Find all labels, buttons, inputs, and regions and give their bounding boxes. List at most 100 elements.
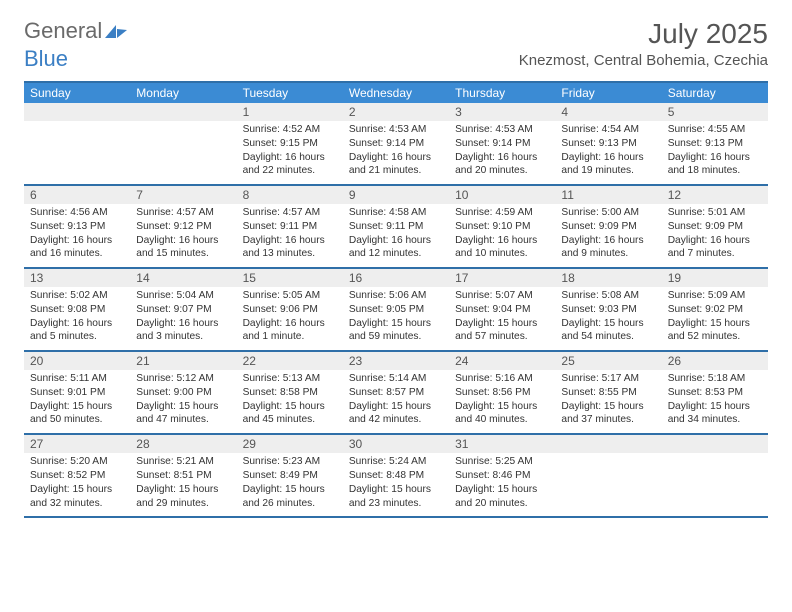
day-line: and 16 minutes. bbox=[30, 247, 124, 261]
day-line: Sunset: 9:11 PM bbox=[243, 220, 337, 234]
day-line: Sunset: 8:53 PM bbox=[668, 386, 762, 400]
day-line: Sunset: 9:14 PM bbox=[349, 137, 443, 151]
day-number: 19 bbox=[662, 269, 768, 287]
day-number: 28 bbox=[130, 435, 236, 453]
day-line: Sunset: 9:01 PM bbox=[30, 386, 124, 400]
day-line: and 57 minutes. bbox=[455, 330, 549, 344]
day-line: Sunset: 9:09 PM bbox=[561, 220, 655, 234]
day-line: Daylight: 15 hours bbox=[136, 483, 230, 497]
daynum-strip: 6789101112 bbox=[24, 186, 768, 204]
day-number: 4 bbox=[555, 103, 661, 121]
dow-row: SundayMondayTuesdayWednesdayThursdayFrid… bbox=[24, 83, 768, 103]
day-cell: Sunrise: 5:20 AMSunset: 8:52 PMDaylight:… bbox=[24, 453, 130, 516]
week-row: 2728293031Sunrise: 5:20 AMSunset: 8:52 P… bbox=[24, 435, 768, 518]
day-line: Sunrise: 5:07 AM bbox=[455, 289, 549, 303]
day-line: Sunrise: 5:16 AM bbox=[455, 372, 549, 386]
day-line: and 18 minutes. bbox=[668, 164, 762, 178]
day-number bbox=[24, 103, 130, 121]
day-cell: Sunrise: 5:24 AMSunset: 8:48 PMDaylight:… bbox=[343, 453, 449, 516]
day-cell: Sunrise: 5:09 AMSunset: 9:02 PMDaylight:… bbox=[662, 287, 768, 350]
day-line: Sunrise: 4:53 AM bbox=[455, 123, 549, 137]
day-cell: Sunrise: 4:57 AMSunset: 9:11 PMDaylight:… bbox=[237, 204, 343, 267]
day-cell: Sunrise: 4:55 AMSunset: 9:13 PMDaylight:… bbox=[662, 121, 768, 184]
day-number: 24 bbox=[449, 352, 555, 370]
day-line: Sunrise: 4:57 AM bbox=[243, 206, 337, 220]
day-line: Sunrise: 5:17 AM bbox=[561, 372, 655, 386]
day-line: and 12 minutes. bbox=[349, 247, 443, 261]
day-number: 5 bbox=[662, 103, 768, 121]
day-number: 26 bbox=[662, 352, 768, 370]
day-line: Daylight: 15 hours bbox=[561, 400, 655, 414]
day-line: Sunrise: 5:11 AM bbox=[30, 372, 124, 386]
week-row: 20212223242526Sunrise: 5:11 AMSunset: 9:… bbox=[24, 352, 768, 435]
day-cell: Sunrise: 5:04 AMSunset: 9:07 PMDaylight:… bbox=[130, 287, 236, 350]
day-line: Sunrise: 5:24 AM bbox=[349, 455, 443, 469]
day-cell: Sunrise: 4:53 AMSunset: 9:14 PMDaylight:… bbox=[343, 121, 449, 184]
day-line: and 50 minutes. bbox=[30, 413, 124, 427]
day-cell: Sunrise: 5:23 AMSunset: 8:49 PMDaylight:… bbox=[237, 453, 343, 516]
day-number: 13 bbox=[24, 269, 130, 287]
day-number: 10 bbox=[449, 186, 555, 204]
day-line: Daylight: 16 hours bbox=[136, 317, 230, 331]
day-line: Daylight: 15 hours bbox=[668, 317, 762, 331]
day-line: Sunset: 8:57 PM bbox=[349, 386, 443, 400]
location: Knezmost, Central Bohemia, Czechia bbox=[519, 52, 768, 69]
day-cell bbox=[24, 121, 130, 184]
day-line: Daylight: 15 hours bbox=[30, 400, 124, 414]
day-line: Sunset: 9:00 PM bbox=[136, 386, 230, 400]
day-line: Sunset: 9:09 PM bbox=[668, 220, 762, 234]
day-line: Daylight: 15 hours bbox=[349, 483, 443, 497]
header: General July 2025 Knezmost, Central Bohe… bbox=[0, 0, 792, 73]
day-line: Sunset: 9:03 PM bbox=[561, 303, 655, 317]
day-line: Sunrise: 5:14 AM bbox=[349, 372, 443, 386]
day-line: Daylight: 16 hours bbox=[561, 151, 655, 165]
day-line: and 20 minutes. bbox=[455, 497, 549, 511]
day-line: Sunrise: 5:23 AM bbox=[243, 455, 337, 469]
day-line: Sunrise: 4:52 AM bbox=[243, 123, 337, 137]
day-cell: Sunrise: 5:08 AMSunset: 9:03 PMDaylight:… bbox=[555, 287, 661, 350]
day-cell: Sunrise: 4:53 AMSunset: 9:14 PMDaylight:… bbox=[449, 121, 555, 184]
day-line: Daylight: 16 hours bbox=[30, 317, 124, 331]
day-line: and 34 minutes. bbox=[668, 413, 762, 427]
day-number: 29 bbox=[237, 435, 343, 453]
week-row: 12345Sunrise: 4:52 AMSunset: 9:15 PMDayl… bbox=[24, 103, 768, 186]
day-line: Daylight: 15 hours bbox=[349, 317, 443, 331]
day-line: Sunset: 9:13 PM bbox=[561, 137, 655, 151]
brand-logo: General bbox=[24, 18, 128, 44]
day-line: and 3 minutes. bbox=[136, 330, 230, 344]
day-line: Sunset: 9:07 PM bbox=[136, 303, 230, 317]
week-row: 6789101112Sunrise: 4:56 AMSunset: 9:13 P… bbox=[24, 186, 768, 269]
calendar: SundayMondayTuesdayWednesdayThursdayFrid… bbox=[24, 81, 768, 518]
day-line: and 15 minutes. bbox=[136, 247, 230, 261]
day-line: and 19 minutes. bbox=[561, 164, 655, 178]
day-line: Sunset: 9:04 PM bbox=[455, 303, 549, 317]
day-line: and 13 minutes. bbox=[243, 247, 337, 261]
day-cell: Sunrise: 5:18 AMSunset: 8:53 PMDaylight:… bbox=[662, 370, 768, 433]
day-line: and 7 minutes. bbox=[668, 247, 762, 261]
day-cell: Sunrise: 5:12 AMSunset: 9:00 PMDaylight:… bbox=[130, 370, 236, 433]
day-line: and 29 minutes. bbox=[136, 497, 230, 511]
day-cell: Sunrise: 4:52 AMSunset: 9:15 PMDaylight:… bbox=[237, 121, 343, 184]
day-number: 23 bbox=[343, 352, 449, 370]
weeks-container: 1 23 45 Sunrise: 4:52 AMSunset: 9:15 PMDayl… bbox=[24, 103, 768, 518]
dow-cell: Monday bbox=[130, 83, 236, 103]
day-cell: Sunrise: 5:21 AMSunset: 8:51 PMDaylight:… bbox=[130, 453, 236, 516]
sail-icon bbox=[104, 23, 128, 39]
day-line: Sunset: 9:08 PM bbox=[30, 303, 124, 317]
day-line: Sunset: 8:51 PM bbox=[136, 469, 230, 483]
day-line: and 5 minutes. bbox=[30, 330, 124, 344]
day-line: Sunrise: 5:04 AM bbox=[136, 289, 230, 303]
day-number: 1 bbox=[237, 103, 343, 121]
day-number bbox=[662, 435, 768, 453]
day-line: Sunrise: 5:08 AM bbox=[561, 289, 655, 303]
day-line: Sunset: 8:52 PM bbox=[30, 469, 124, 483]
daynum-strip: 13141516171819 bbox=[24, 269, 768, 287]
day-line: and 23 minutes. bbox=[349, 497, 443, 511]
day-number: 14 bbox=[130, 269, 236, 287]
day-line: Daylight: 16 hours bbox=[243, 151, 337, 165]
day-number: 17 bbox=[449, 269, 555, 287]
day-line: Sunrise: 4:56 AM bbox=[30, 206, 124, 220]
day-number: 2 bbox=[343, 103, 449, 121]
day-line: Sunset: 8:55 PM bbox=[561, 386, 655, 400]
day-line: Sunrise: 5:20 AM bbox=[30, 455, 124, 469]
